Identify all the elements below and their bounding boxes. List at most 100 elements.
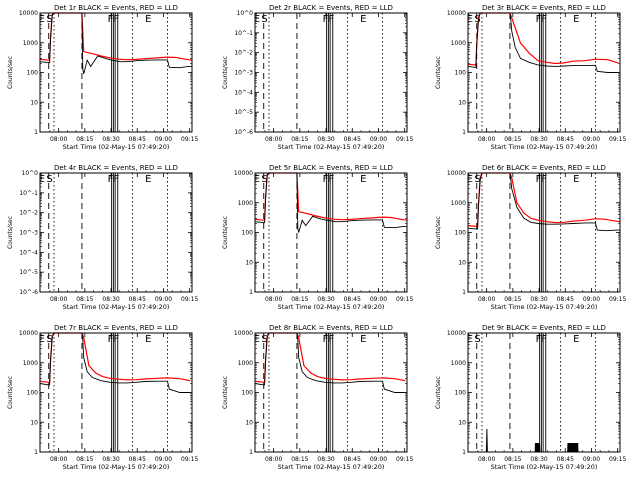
x-tick-label: 08:15	[504, 296, 521, 303]
x-tick-label: 09:15	[609, 296, 626, 303]
x-axis-label: Start Time (02-May-15 07:49:20)	[278, 463, 385, 471]
y-tick-label: 1000	[451, 200, 466, 207]
plot-frame	[254, 12, 408, 133]
y-tick-label: 1000	[451, 360, 466, 367]
y-tick-label: 10^-4	[19, 249, 38, 256]
x-axis-label: Start Time (02-May-15 07:49:20)	[491, 463, 598, 471]
plot-frame	[467, 172, 621, 293]
x-tick-label: 08:30	[102, 136, 119, 143]
y-axis-label: Counts/sec	[435, 56, 442, 89]
panel-title: Det 7r BLACK = Events, RED = LLD	[54, 324, 178, 332]
event-marker-label: S	[46, 174, 52, 185]
x-tick-label: 08:45	[344, 456, 361, 463]
y-tick-label: 10000	[19, 330, 38, 337]
x-tick-label: 09:00	[155, 456, 172, 463]
x-tick-label: 08:15	[504, 136, 521, 143]
x-tick-label: 09:00	[370, 456, 387, 463]
x-tick-label: 08:15	[76, 136, 93, 143]
event-marker-label: E	[573, 334, 579, 345]
panel-det-5: Det 5r BLACK = Events, RED = LLD 1 10 100 10…	[222, 164, 414, 311]
x-tick-label: 09:00	[155, 136, 172, 143]
y-tick-label: 10^0	[22, 170, 39, 177]
x-tick-label: 09:00	[155, 296, 172, 303]
y-tick-label: 1	[34, 449, 38, 456]
event-marker-label: E	[360, 334, 366, 345]
events-series-line	[39, 12, 192, 75]
y-tick-label: 1000	[23, 40, 38, 47]
panel-det-6: Det 6r BLACK = Events, RED = LLD 1 10 100 10…	[435, 164, 627, 311]
events-series-line	[467, 172, 620, 232]
y-tick-label: 10^-4	[234, 89, 253, 96]
y-tick-label: 10^-5	[19, 269, 38, 276]
event-marker-label: E	[467, 334, 473, 345]
x-tick-label: 08:45	[557, 136, 574, 143]
x-tick-label: 08:30	[317, 296, 334, 303]
y-tick-label: 10^-5	[234, 109, 253, 116]
x-tick-label: 08:45	[557, 456, 574, 463]
events-series-line	[468, 428, 620, 453]
y-tick-label: 10^-6	[234, 129, 253, 136]
x-tick-label: 09:15	[609, 456, 626, 463]
event-marker-label: E	[39, 334, 45, 345]
event-marker-label: E	[39, 14, 45, 25]
event-marker-label: FF	[323, 174, 335, 185]
x-tick-label: 08:00	[265, 456, 282, 463]
y-tick-label: 1000	[238, 200, 253, 207]
x-tick-label: 08:15	[291, 136, 308, 143]
x-tick-label: 09:00	[370, 296, 387, 303]
event-marker-label: S	[46, 14, 52, 25]
x-tick-label: 09:15	[396, 136, 413, 143]
y-axis-label: Counts/sec	[435, 376, 442, 409]
y-tick-label: 100	[455, 70, 467, 77]
y-tick-label: 10	[30, 419, 38, 426]
y-tick-label: 1	[462, 129, 466, 136]
x-axis-label: Start Time (02-May-15 07:49:20)	[63, 143, 170, 151]
events-series-line	[39, 332, 191, 393]
x-tick-label: 08:15	[291, 296, 308, 303]
x-tick-label: 08:30	[530, 136, 547, 143]
y-tick-label: 100	[242, 390, 254, 397]
event-marker-label: E	[467, 174, 473, 185]
panel-det-4: Det 4r BLACK = Events, RED = LLD 10^-6 10^…	[7, 164, 199, 311]
event-marker-label: FF	[536, 174, 548, 185]
y-tick-label: 1000	[23, 360, 38, 367]
event-marker-label: FF	[323, 334, 335, 345]
panel-title: Det 5r BLACK = Events, RED = LLD	[269, 164, 393, 172]
y-tick-label: 10^-6	[19, 289, 38, 296]
x-tick-label: 09:00	[370, 136, 387, 143]
x-tick-label: 08:00	[478, 296, 495, 303]
event-marker-label: S	[46, 334, 52, 345]
y-tick-label: 10^-2	[19, 210, 38, 217]
x-tick-label: 09:15	[181, 456, 198, 463]
y-tick-label: 10	[458, 259, 466, 266]
y-axis-label: Counts/sec	[222, 376, 229, 409]
event-marker-label: E	[39, 174, 45, 185]
x-tick-label: 08:30	[317, 456, 334, 463]
plot-frame	[254, 172, 408, 293]
x-axis-label: Start Time (02-May-15 07:49:20)	[278, 143, 385, 151]
event-marker-label: E	[360, 174, 366, 185]
panel-title: Det 1r BLACK = Events, RED = LLD	[54, 4, 178, 12]
y-tick-label: 10	[245, 259, 253, 266]
x-tick-label: 08:45	[129, 136, 146, 143]
event-marker-label: S	[474, 174, 480, 185]
x-tick-label: 08:45	[129, 456, 146, 463]
panel-det-7: Det 7r BLACK = Events, RED = LLD 1 10 100 10…	[7, 324, 199, 471]
event-marker-label: E	[360, 14, 366, 25]
x-tick-label: 08:45	[344, 296, 361, 303]
x-tick-label: 08:00	[50, 136, 67, 143]
y-tick-label: 10000	[234, 170, 253, 177]
x-tick-label: 08:45	[344, 136, 361, 143]
y-axis-label: Counts/sec	[222, 216, 229, 249]
x-tick-label: 08:00	[50, 456, 67, 463]
x-tick-label: 08:45	[129, 296, 146, 303]
x-tick-label: 08:15	[291, 456, 308, 463]
x-tick-label: 08:00	[265, 296, 282, 303]
event-marker-label: E	[254, 14, 260, 25]
plot-frame	[467, 332, 621, 453]
x-tick-label: 09:00	[583, 456, 600, 463]
event-marker-label: E	[145, 174, 151, 185]
y-tick-label: 1	[249, 449, 253, 456]
y-tick-label: 10^-2	[234, 50, 253, 57]
